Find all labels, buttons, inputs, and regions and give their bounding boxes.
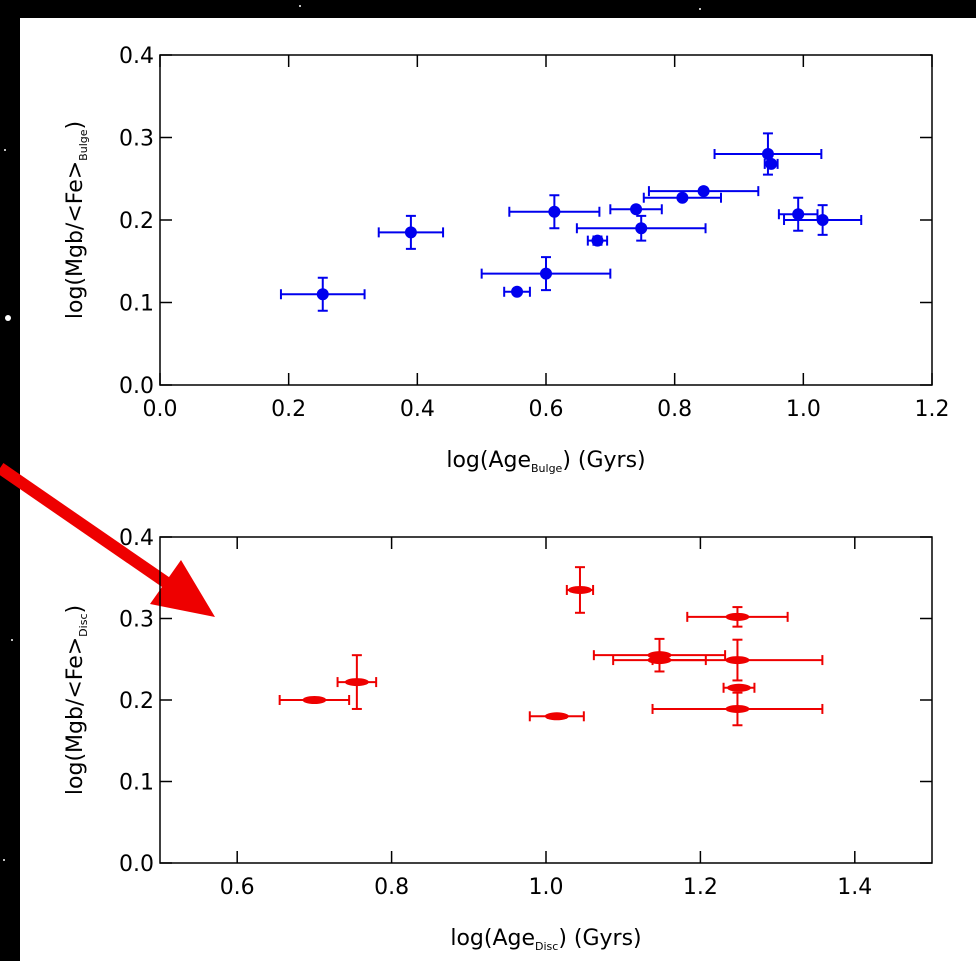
x-tick-label: 0.8: [657, 397, 692, 422]
ylabel-end: ): [63, 121, 88, 130]
point: [591, 234, 604, 247]
xlabel-sub: Bulge: [531, 462, 563, 475]
y-tick-label: 0.2: [119, 209, 154, 234]
y-tick-label: 0.1: [119, 771, 154, 796]
point: [697, 185, 710, 198]
point: [344, 678, 369, 687]
star: [4, 149, 6, 151]
x-tick-label: 0.6: [529, 397, 564, 422]
arrow-shaft: [0, 463, 184, 597]
panel: [20, 18, 976, 961]
point: [635, 222, 648, 235]
point: [548, 205, 561, 218]
xlabel-end: ) (Gyrs): [558, 926, 641, 951]
point: [816, 214, 829, 226]
ylabel-sub: Bulge: [77, 129, 90, 161]
star: [5, 315, 11, 321]
star: [11, 639, 13, 641]
ylabel: log(Mgb/<Fe>: [63, 161, 88, 319]
x-tick-label: 1.4: [837, 875, 872, 900]
point: [725, 612, 750, 621]
star: [299, 5, 301, 7]
point: [630, 203, 643, 216]
arrow-head: [150, 560, 215, 617]
y-tick-label: 0.0: [119, 852, 154, 877]
xlabel: log(Age: [446, 448, 531, 473]
y-tick-label: 0.3: [119, 608, 154, 633]
star: [3, 859, 5, 861]
arrow: [0, 463, 215, 617]
x-tick-label: 1.0: [786, 397, 821, 422]
ylabel-sub: Disc: [77, 613, 90, 636]
star: [699, 8, 701, 10]
x-tick-label: 1.2: [683, 875, 718, 900]
xlabel-text: log(AgeDisc) (Gyrs): [450, 926, 641, 953]
y-tick-label: 0.1: [119, 292, 154, 317]
x-tick-label: 0.2: [271, 397, 306, 422]
point: [676, 191, 689, 204]
y-tick-label: 0.4: [119, 44, 154, 69]
point: [792, 208, 805, 221]
point: [404, 226, 417, 239]
point: [316, 288, 329, 301]
y-tick-label: 0.3: [119, 127, 154, 152]
x-tick-label: 0.6: [220, 875, 255, 900]
x-tick-label: 1.2: [915, 397, 950, 422]
point: [540, 267, 552, 280]
y-tick-label: 0.0: [119, 374, 154, 399]
ylabel-text: log(Mgb/<Fe>Disc): [63, 605, 90, 795]
x-tick-label: 0.8: [374, 875, 409, 900]
x-tick-label: 1.0: [529, 875, 564, 900]
xlabel-sub: Disc: [535, 940, 558, 953]
point: [725, 656, 750, 665]
ylabel: log(Mgb/<Fe>: [63, 637, 88, 795]
point: [727, 683, 751, 692]
stars: [3, 5, 701, 861]
point: [725, 704, 750, 713]
point: [761, 148, 774, 160]
xlabel-text: log(AgeBulge) (Gyrs): [446, 448, 645, 475]
point: [544, 712, 569, 721]
x-tick-label: 0.4: [400, 397, 435, 422]
ylabel-text: log(Mgb/<Fe>Bulge): [63, 121, 90, 319]
xlabel-end: ) (Gyrs): [562, 448, 645, 473]
y-tick-label: 0.2: [119, 689, 154, 714]
point: [302, 696, 327, 704]
point: [765, 157, 778, 170]
point: [567, 585, 592, 594]
point: [511, 285, 524, 298]
x-tick-label: 0.0: [143, 397, 178, 422]
y-tick-label: 0.4: [119, 526, 154, 551]
ylabel-end: ): [63, 605, 88, 614]
xlabel: log(Age: [450, 926, 535, 951]
